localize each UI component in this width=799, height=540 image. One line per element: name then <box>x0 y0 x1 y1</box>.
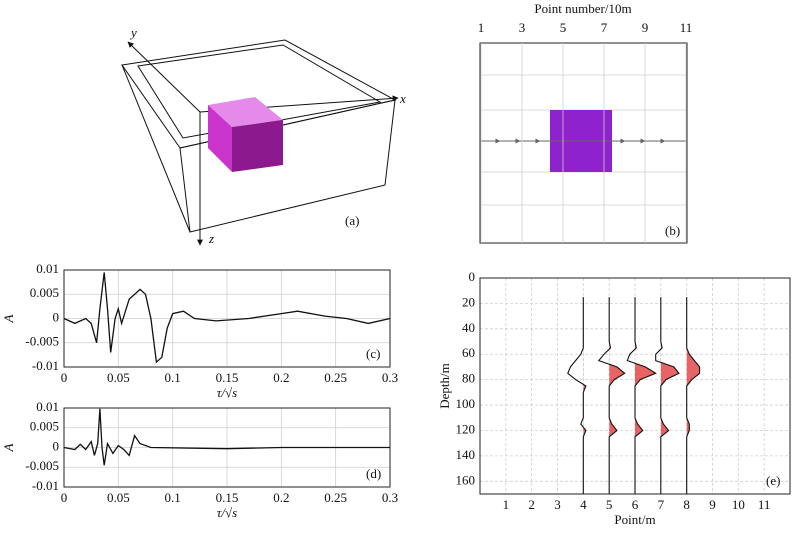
y-tick-label: -0.01 <box>32 358 59 373</box>
x-tick-label: 0.05 <box>107 490 130 505</box>
y-tick-label: 0.01 <box>36 399 59 414</box>
y-tick-label: 0 <box>53 309 60 324</box>
x-tick-label: 0.1 <box>165 370 181 385</box>
y-tick-label: 60 <box>462 345 475 360</box>
x-tick-label: 7 <box>601 20 608 35</box>
x-tick-label: 1 <box>478 20 485 35</box>
panel-label: (d) <box>366 466 381 481</box>
y-axis-label: A <box>1 443 16 452</box>
x-tick-label: 0.15 <box>216 490 239 505</box>
cube-side <box>208 105 232 172</box>
x-tick-label: 0.3 <box>382 490 398 505</box>
x-tick-label: 5 <box>606 497 613 512</box>
panel-label: (b) <box>665 223 680 238</box>
y-tick-label: 0.01 <box>36 261 59 276</box>
y-axis-label: Depth/m <box>437 363 452 409</box>
x-tick-label: 2 <box>528 497 535 512</box>
y-tick-label: 40 <box>462 320 475 335</box>
x-tick-label: 5 <box>560 20 567 35</box>
panel-label: (e) <box>766 473 780 488</box>
y-axis-label: A <box>1 314 16 323</box>
x-tick-label: 9 <box>709 497 716 512</box>
line-series <box>63 408 390 466</box>
x-tick-label: 11 <box>680 20 693 35</box>
x-tick-label: 9 <box>642 20 649 35</box>
x-tick-label: 0.3 <box>382 370 398 385</box>
x-tick-label: 10 <box>732 497 745 512</box>
x-tick-label: 3 <box>519 20 526 35</box>
wiggle-trace <box>597 297 626 494</box>
y-tick-label: 20 <box>462 294 475 309</box>
x-tick-label: 0.15 <box>216 370 239 385</box>
frame <box>479 42 688 244</box>
x-tick-label: 1 <box>503 497 510 512</box>
y-tick-label: -0.01 <box>32 478 59 493</box>
cube-front <box>232 120 283 172</box>
panel-label: (a) <box>345 213 359 228</box>
y-tick-label: 0.005 <box>30 419 59 434</box>
y-tick-label: -0.005 <box>25 334 59 349</box>
x-axis-label: τ/√s <box>217 385 237 400</box>
x-tick-label: 8 <box>683 497 690 512</box>
wiggle-fill <box>583 384 586 437</box>
y-tick-label: 140 <box>456 447 476 462</box>
box-edge <box>121 64 191 233</box>
y-tick-label: 80 <box>462 371 475 386</box>
box-inner-top <box>137 44 382 139</box>
x-tick-label: 11 <box>758 497 771 512</box>
cube-top <box>208 97 283 127</box>
panel-b: Point number/10m (b) <box>479 1 688 244</box>
panel-label: (c) <box>366 346 380 361</box>
line-series <box>63 272 391 364</box>
x-tick-label: 4 <box>580 497 587 512</box>
wiggle-fill <box>660 341 679 437</box>
x-tick-label: 0 <box>61 370 68 385</box>
x-tick-label: 0.25 <box>324 370 347 385</box>
y-tick-label: 0 <box>469 269 476 284</box>
y-tick-label: 100 <box>456 396 476 411</box>
x-axis-label: τ/√s <box>217 505 237 520</box>
x-tick-label: 0.1 <box>165 490 181 505</box>
x-axis-label: Point/m <box>614 512 655 527</box>
x-tick-label: 0.2 <box>273 490 289 505</box>
wiggle-fill <box>635 297 656 494</box>
y-tick-label: -0.005 <box>25 458 59 473</box>
y-label: y <box>129 25 137 40</box>
y-tick-label: 0.005 <box>30 285 59 300</box>
x-tick-label: 3 <box>554 497 561 512</box>
x-tick-label: 0.05 <box>107 370 130 385</box>
x-tick-label: 7 <box>658 497 665 512</box>
y-tick-label: 120 <box>456 421 476 436</box>
x-tick-label: 0 <box>61 490 68 505</box>
z-label: z <box>208 231 214 246</box>
wiggle-fill <box>609 297 625 494</box>
panel-a <box>121 39 399 246</box>
y-tick-label: 160 <box>456 472 476 487</box>
wiggle-trace <box>686 297 701 494</box>
wiggle-trace <box>655 297 680 494</box>
box-front <box>179 99 396 233</box>
x-tick-label: 6 <box>632 497 639 512</box>
panel-title: Point number/10m <box>534 1 631 16</box>
wiggle-trace <box>626 297 657 494</box>
wiggle-trace <box>567 297 587 494</box>
x-tick-label: 0.25 <box>324 490 347 505</box>
y-tick-label: 0 <box>53 438 60 453</box>
y-axis <box>127 41 201 113</box>
x-label: x <box>399 91 406 106</box>
x-tick-label: 0.2 <box>273 370 289 385</box>
wiggle-fill <box>686 297 700 494</box>
